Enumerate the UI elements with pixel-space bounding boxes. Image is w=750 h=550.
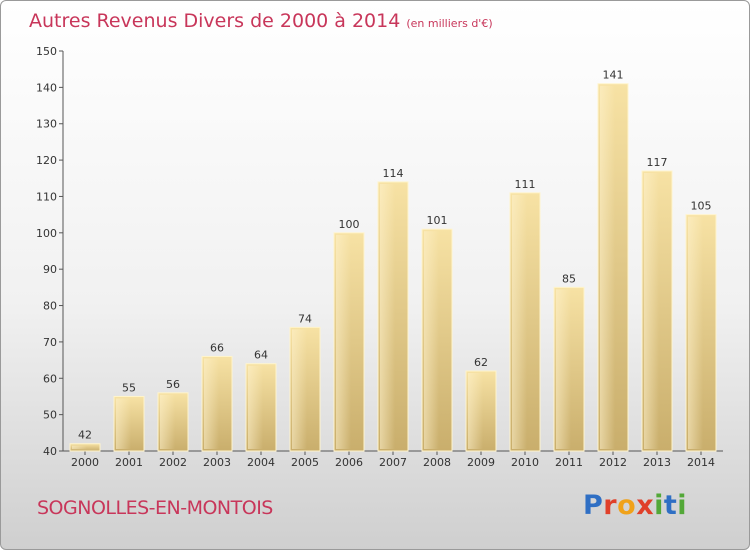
bar-highlight xyxy=(72,445,87,449)
y-tick-label: 50 xyxy=(43,409,57,422)
data-label: 55 xyxy=(122,381,136,394)
logo-letter: x xyxy=(636,490,655,521)
data-label: 100 xyxy=(339,218,360,231)
bar-highlight xyxy=(292,329,307,449)
logo-letter: r xyxy=(603,490,618,521)
bar-highlight xyxy=(204,358,219,449)
x-tick-label: 2002 xyxy=(159,456,187,469)
chart-title: Autres Revenus Divers de 2000 à 2014 xyxy=(29,10,401,32)
x-tick-label: 2013 xyxy=(643,456,671,469)
chart-labels: 2000 42 2001 55 2002 56 2003 66 2004 64 2005 74 2006… xyxy=(71,69,715,469)
y-tick-label: 100 xyxy=(36,227,57,240)
x-tick-label: 2010 xyxy=(511,456,539,469)
bar-highlight xyxy=(468,373,483,449)
y-tick-label: 110 xyxy=(36,190,57,203)
bar-highlight xyxy=(556,289,571,449)
logo-letter: o xyxy=(617,490,637,521)
y-tick-label: 70 xyxy=(43,336,57,349)
chart-unit-note: (en milliers d'€) xyxy=(406,17,493,30)
location-name: SOGNOLLES-EN-MONTOIS xyxy=(37,497,273,519)
y-tick-label: 120 xyxy=(36,154,57,167)
bar-highlight xyxy=(380,183,395,449)
x-tick-label: 2008 xyxy=(423,456,451,469)
bar-highlight xyxy=(424,231,439,449)
y-tick-label: 60 xyxy=(43,372,57,385)
bar-highlight xyxy=(160,394,175,449)
data-label: 141 xyxy=(603,69,624,82)
bar-highlight xyxy=(336,234,351,449)
x-tick-label: 2007 xyxy=(379,456,407,469)
chart-bars xyxy=(69,83,717,452)
data-label: 42 xyxy=(78,429,92,442)
chart-title-group: Autres Revenus Divers de 2000 à 2014 (en … xyxy=(29,10,493,32)
logo-letter: i xyxy=(654,490,664,521)
y-tick-label: 150 xyxy=(36,45,57,58)
data-label: 56 xyxy=(166,378,180,391)
x-tick-label: 2000 xyxy=(71,456,99,469)
x-tick-label: 2005 xyxy=(291,456,319,469)
data-label: 85 xyxy=(562,272,576,285)
data-label: 74 xyxy=(298,312,312,325)
bar-highlight xyxy=(248,365,263,449)
logo-letter: P xyxy=(583,490,604,521)
data-label: 101 xyxy=(427,214,448,227)
data-label: 111 xyxy=(515,178,536,191)
logo-letter: i xyxy=(677,490,688,521)
x-tick-label: 2006 xyxy=(335,456,363,469)
bar-highlight xyxy=(644,173,659,449)
data-label: 62 xyxy=(474,356,488,369)
data-label: 105 xyxy=(691,200,712,213)
bar-highlight xyxy=(688,216,703,449)
proxiti-logo: Proxiti xyxy=(583,490,687,521)
y-tick-label: 130 xyxy=(36,118,57,131)
bar-highlight xyxy=(600,85,615,450)
x-tick-label: 2012 xyxy=(599,456,627,469)
x-tick-label: 2001 xyxy=(115,456,143,469)
bar-highlight xyxy=(512,194,527,449)
data-label: 64 xyxy=(254,349,268,362)
y-tick-label: 140 xyxy=(36,81,57,94)
x-tick-label: 2014 xyxy=(687,456,715,469)
y-tick-label: 80 xyxy=(43,300,57,313)
x-tick-label: 2009 xyxy=(467,456,495,469)
y-tick-label: 40 xyxy=(43,445,57,458)
x-tick-label: 2003 xyxy=(203,456,231,469)
x-tick-label: 2011 xyxy=(555,456,583,469)
data-label: 117 xyxy=(647,156,668,169)
bar-highlight xyxy=(116,398,131,449)
data-label: 66 xyxy=(210,341,224,354)
y-tick-label: 90 xyxy=(43,263,57,276)
data-label: 114 xyxy=(383,167,404,180)
x-tick-label: 2004 xyxy=(247,456,275,469)
logo-letter: t xyxy=(663,490,678,521)
